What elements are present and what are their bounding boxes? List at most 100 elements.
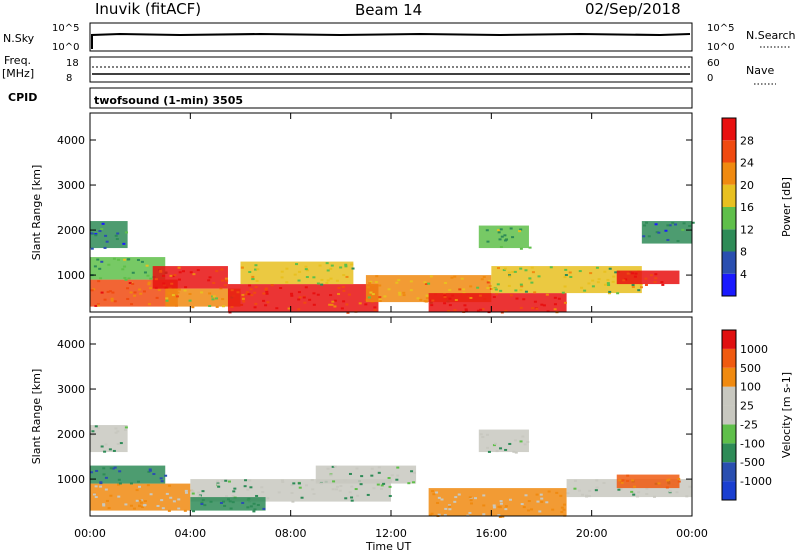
echo-cell: [108, 290, 112, 293]
echo-cell: [241, 296, 245, 299]
echo-cell: [111, 291, 115, 294]
echo-cell: [337, 293, 341, 296]
echo-cell: [564, 268, 568, 271]
echo-cell: [94, 234, 98, 237]
echo-cell: [329, 267, 333, 270]
velocity-colorbar-tick-label: -100: [740, 437, 765, 450]
echo-cell: [350, 499, 354, 502]
echo-cell: [133, 291, 137, 294]
echo-band: [240, 261, 354, 285]
echo-band: [165, 288, 241, 307]
echo-cell: [681, 228, 685, 231]
echo-cell: [223, 284, 227, 287]
echo-cell: [300, 496, 304, 499]
y-tick-label: 3000: [57, 179, 85, 192]
echo-cell: [685, 495, 689, 498]
echo-cell: [138, 485, 142, 488]
echo-cell: [117, 478, 121, 481]
echo-cell: [478, 294, 482, 297]
echo-cell: [540, 500, 544, 503]
nave-top-tick: 60: [707, 58, 720, 69]
echo-band: [478, 225, 529, 249]
echo-cell: [448, 297, 452, 300]
echo-cell: [524, 290, 528, 293]
echo-cell: [547, 490, 551, 493]
echo-cell: [626, 474, 630, 477]
echo-cell: [559, 494, 563, 497]
echo-cell: [331, 465, 335, 468]
echo-cell: [136, 259, 140, 262]
echo-cell: [248, 271, 252, 274]
echo-cell: [298, 486, 302, 489]
echo-cell: [511, 270, 515, 273]
echo-cell: [608, 267, 612, 270]
echo-cell: [247, 293, 251, 296]
echo-cell: [96, 304, 100, 307]
echo-cell: [499, 500, 503, 503]
echo-cell: [549, 266, 553, 269]
echo-cell: [127, 277, 131, 280]
echo-cell: [108, 448, 112, 451]
echo-cell: [486, 240, 490, 243]
echo-cell: [310, 479, 314, 482]
echo-cell: [620, 481, 624, 484]
echo-cell: [173, 274, 177, 277]
echo-cell: [244, 293, 248, 296]
y-tick-label: 3000: [57, 383, 85, 396]
echo-cell: [597, 278, 601, 281]
echo-cell: [666, 224, 670, 227]
echo-cell: [338, 489, 342, 492]
echo-cell: [668, 224, 672, 227]
x-tick-label: 12:00: [375, 527, 407, 540]
echo-cell: [366, 493, 370, 496]
echo-cell: [149, 277, 153, 280]
echo-cell: [539, 493, 543, 496]
echo-cell: [211, 295, 215, 298]
echo-cell: [436, 501, 440, 504]
echo-cell: [486, 287, 490, 290]
echo-cell: [631, 284, 635, 287]
echo-cell: [377, 466, 381, 469]
echo-cell: [102, 503, 106, 506]
echo-cell: [116, 232, 120, 235]
echo-cell: [688, 485, 692, 488]
echo-cell: [94, 425, 98, 428]
echo-cell: [454, 496, 458, 499]
echo-cell: [555, 491, 559, 494]
echo-cell: [212, 295, 216, 298]
echo-cell: [563, 285, 567, 288]
echo-cell: [519, 283, 523, 286]
echo-cell: [624, 278, 628, 281]
echo-cell: [573, 487, 577, 490]
echo-cell: [138, 504, 142, 507]
echo-cell: [147, 283, 151, 286]
echo-cell: [482, 513, 486, 516]
echo-cell: [340, 307, 344, 310]
echo-cell: [530, 508, 534, 511]
echo-cell: [330, 303, 334, 306]
echo-cell: [546, 310, 550, 313]
echo-cell: [591, 285, 595, 288]
echo-cell: [611, 280, 615, 283]
echo-cell: [223, 504, 227, 507]
echo-cell: [668, 490, 672, 493]
echo-cell: [103, 450, 107, 453]
power-colorbar-tick-label: 20: [740, 179, 754, 192]
echo-cell: [509, 294, 513, 297]
echo-cell: [688, 225, 692, 228]
echo-cell: [564, 274, 568, 277]
axes: 00:00 04:00 08:00 12:00 16:00 20:00 00:00: [74, 527, 708, 540]
echo-cell: [364, 303, 368, 306]
echo-cell: [499, 289, 503, 292]
echo-cell: [135, 489, 139, 492]
echo-cell: [110, 299, 114, 302]
echo-cell: [350, 263, 354, 266]
echo-cell: [523, 443, 527, 446]
echo-cell: [208, 276, 212, 279]
echo-cell: [251, 278, 255, 281]
echo-cell: [462, 288, 466, 291]
echo-cell: [162, 274, 166, 277]
echo-cell: [165, 299, 169, 302]
echo-cell: [184, 286, 188, 289]
nsearch-top-tick: 10^5: [707, 23, 734, 34]
